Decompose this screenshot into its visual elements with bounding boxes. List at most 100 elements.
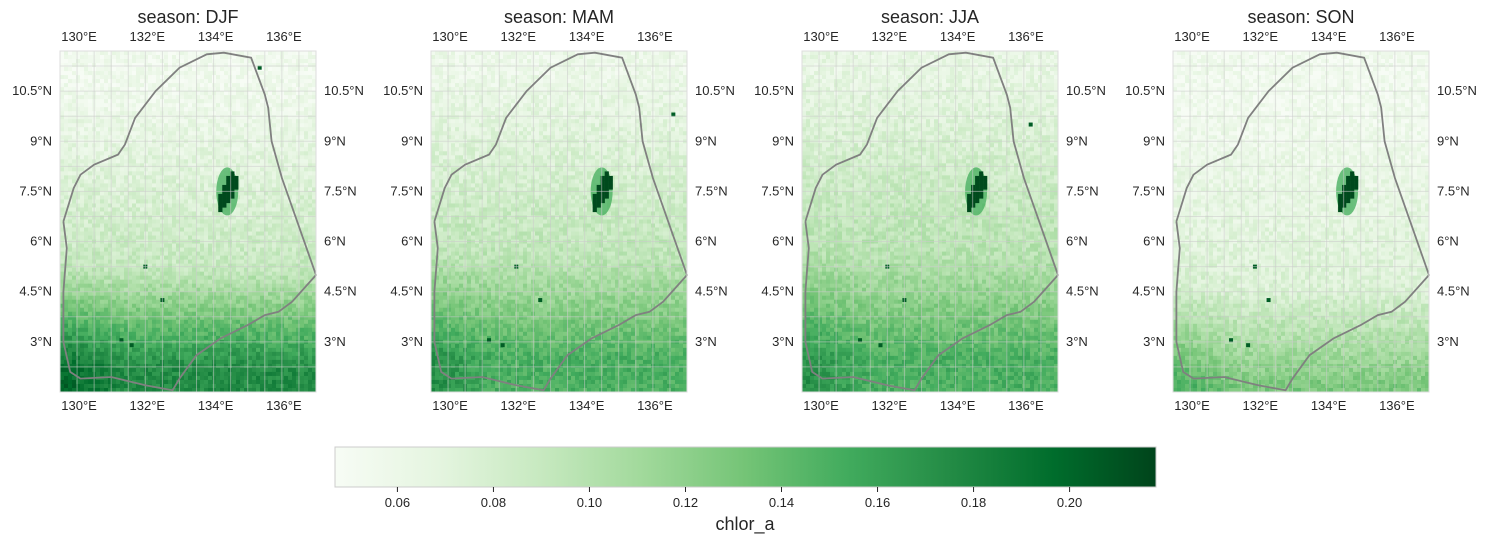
- chlorophyll-cell: [152, 299, 157, 305]
- chlorophyll-cell: [144, 143, 149, 148]
- chlorophyll-cell: [152, 295, 157, 301]
- chlorophyll-cell: [260, 347, 265, 353]
- chlorophyll-cell: [140, 135, 145, 140]
- chlorophyll-cell: [152, 191, 157, 196]
- chlorophyll-cell: [140, 163, 145, 168]
- chlorophyll-cell: [208, 111, 213, 116]
- chlorophyll-cell: [112, 107, 117, 112]
- chlorophyll-cell: [276, 215, 281, 220]
- chlorophyll-cell: [300, 295, 305, 301]
- chlorophyll-cell: [304, 111, 309, 116]
- chlorophyll-cell: [268, 203, 273, 208]
- chlorophyll-cell: [124, 255, 129, 261]
- chlorophyll-cell: [128, 251, 133, 256]
- chlorophyll-cell: [304, 235, 309, 240]
- chlorophyll-cell: [80, 95, 85, 100]
- chlorophyll-cell: [308, 295, 313, 301]
- chlorophyll-cell: [140, 231, 145, 236]
- chlorophyll-cell: [236, 231, 241, 236]
- chlorophyll-cell: [72, 163, 77, 168]
- chlorophyll-cell: [288, 111, 293, 116]
- chlorophyll-cell: [312, 299, 317, 305]
- chlorophyll-cell: [248, 51, 253, 56]
- chlorophyll-cell: [84, 63, 89, 68]
- chlorophyll-cell: [132, 259, 137, 265]
- chlorophyll-cell: [232, 215, 237, 220]
- chlorophyll-cell: [80, 231, 85, 236]
- chlorophyll-cell: [100, 299, 105, 305]
- chlorophyll-cell: [132, 147, 137, 152]
- chlorophyll-cell: [164, 179, 169, 184]
- chlorophyll-cell: [260, 315, 265, 321]
- chlorophyll-cell: [232, 211, 237, 216]
- chlorophyll-cell: [256, 71, 261, 76]
- chlorophyll-cell: [88, 331, 93, 337]
- chlorophyll-cell: [304, 215, 309, 220]
- chlorophyll-cell: [292, 247, 297, 252]
- chlorophyll-cell: [216, 207, 221, 212]
- chlorophyll-cell: [120, 95, 125, 100]
- chlorophyll-cell: [248, 127, 253, 132]
- chlorophyll-cell: [144, 159, 149, 164]
- chlorophyll-cell: [108, 247, 113, 252]
- chlorophyll-cell: [100, 315, 105, 321]
- chlorophyll-cell: [288, 195, 293, 200]
- chlorophyll-cell: [128, 291, 133, 297]
- chlorophyll-cell: [240, 127, 245, 132]
- chlorophyll-cell: [184, 231, 189, 236]
- chlorophyll-cell: [80, 159, 85, 164]
- chlorophyll-cell: [144, 135, 149, 140]
- chlorophyll-cell: [184, 83, 189, 88]
- chlorophyll-cell: [232, 59, 237, 64]
- chlorophyll-cell: [312, 331, 317, 337]
- chlorophyll-cell: [80, 327, 85, 333]
- chlorophyll-cell: [276, 267, 281, 273]
- chlorophyll-cell: [296, 351, 301, 357]
- chlorophyll-cell: [156, 127, 161, 132]
- chlorophyll-cell: [100, 279, 105, 285]
- chlorophyll-cell: [120, 223, 125, 228]
- chlorophyll-cell: [204, 231, 209, 236]
- chlorophyll-cell: [268, 111, 273, 116]
- chlorophyll-cell: [168, 307, 173, 313]
- chlorophyll-cell: [68, 255, 73, 261]
- chlorophyll-cell: [304, 187, 309, 192]
- chlorophyll-cell: [304, 55, 309, 60]
- chlorophyll-cell: [108, 335, 113, 341]
- chlorophyll-cell: [256, 291, 261, 297]
- chlorophyll-cell: [124, 283, 129, 289]
- chlorophyll-cell: [112, 111, 117, 116]
- chlorophyll-cell: [108, 171, 113, 176]
- chlorophyll-cell: [128, 211, 133, 216]
- chlorophyll-cell: [252, 255, 257, 261]
- chlorophyll-cell: [272, 163, 277, 168]
- chlorophyll-cell: [100, 283, 105, 289]
- chlorophyll-cell: [180, 227, 185, 232]
- chlorophyll-cell: [120, 187, 125, 192]
- chlorophyll-cell: [216, 211, 221, 216]
- chlorophyll-cell: [308, 243, 313, 248]
- chlorophyll-cell: [144, 111, 149, 116]
- chlorophyll-cell: [296, 155, 301, 160]
- chlorophyll-cell: [96, 171, 101, 176]
- chlorophyll-cell: [284, 347, 289, 353]
- chlorophyll-cell: [120, 67, 125, 72]
- chlorophyll-cell: [292, 87, 297, 92]
- chlorophyll-cell: [80, 99, 85, 104]
- chlorophyll-cell: [188, 299, 193, 305]
- chlorophyll-cell: [300, 115, 305, 120]
- chlorophyll-cell: [292, 199, 297, 204]
- chlorophyll-cell: [196, 307, 201, 313]
- chlorophyll-cell: [272, 171, 277, 176]
- chlorophyll-cell: [212, 191, 217, 196]
- chlorophyll-cell: [216, 215, 221, 220]
- chlorophyll-cell: [144, 87, 149, 92]
- chlorophyll-cell: [220, 351, 225, 357]
- chlorophyll-cell: [308, 67, 313, 72]
- chlorophyll-cell: [108, 191, 113, 196]
- chlorophyll-cell: [268, 75, 273, 80]
- chlorophyll-cell: [272, 127, 277, 132]
- chlorophyll-cell: [208, 263, 213, 269]
- chlorophyll-cell: [104, 159, 109, 164]
- chlorophyll-cell: [88, 195, 93, 200]
